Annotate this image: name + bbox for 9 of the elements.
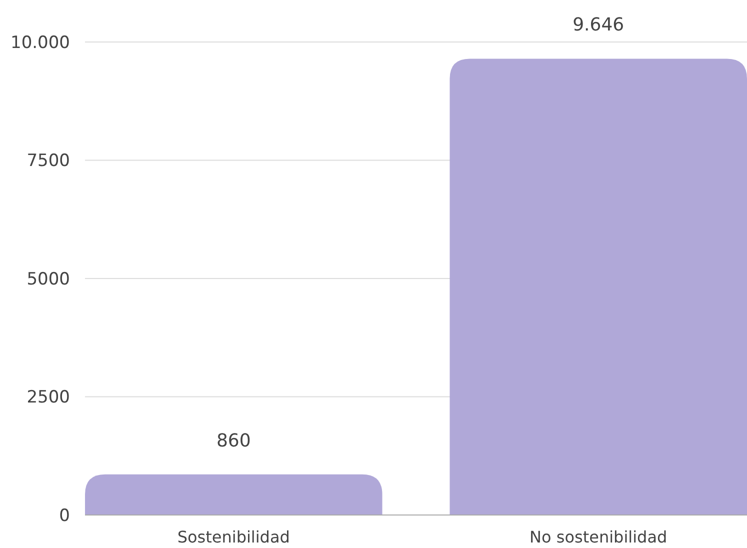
x-tick-label: No sostenibilidad [530,528,668,547]
data-label: 860 [216,430,251,452]
y-tick-label: 2500 [26,388,70,408]
y-tick-label: 10.000 [10,32,70,53]
x-tick-label: Sostenibilidad [177,528,290,547]
y-tick-label: 7500 [26,151,70,172]
data-label: 9.646 [572,14,624,36]
y-tick-label: 5000 [26,269,70,290]
y-tick-label: 0 [59,506,70,526]
